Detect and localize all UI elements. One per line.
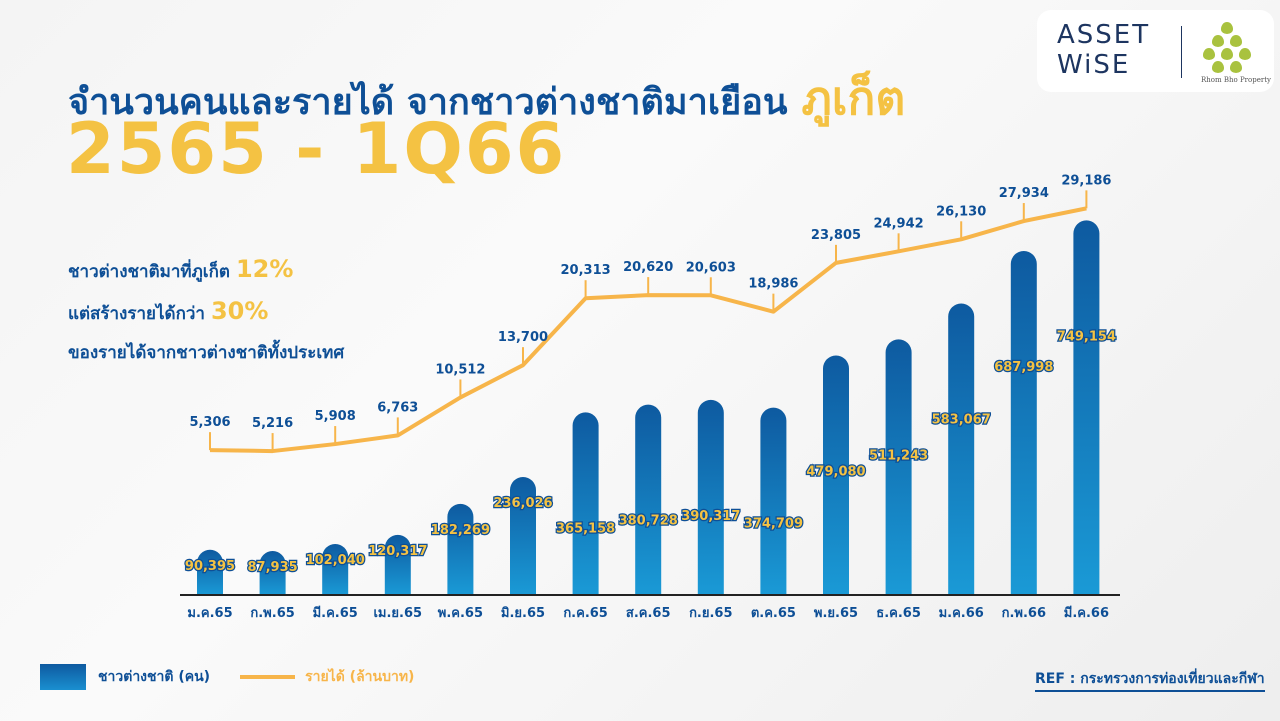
x-tick-label: มี.ค.66 [1064, 605, 1109, 621]
bar [635, 404, 662, 595]
line-value-label: 13,700 [498, 330, 548, 345]
legend-bar-swatch [40, 664, 86, 690]
partner-name: Rhom Bho Property [1201, 76, 1271, 84]
bar [259, 551, 286, 595]
line-value-label: 5,908 [315, 409, 356, 424]
x-tick-label: มิ.ย.65 [501, 606, 545, 621]
bar-value-label: 390,317 [681, 509, 740, 524]
line-value-label: 5,216 [252, 416, 293, 431]
bar [1073, 220, 1100, 595]
line-value-label: 20,620 [623, 260, 673, 275]
legend-line-label: รายได้ (ล้านบาท) [305, 669, 415, 685]
bar [510, 476, 536, 595]
title-text: จำนวนคนและรายได้ จากชาวต่างชาติมาเยือน [68, 82, 788, 123]
x-tick-label: ก.ค.65 [563, 606, 608, 621]
line-value-label: 20,313 [561, 263, 611, 278]
bar-value-label: 380,728 [619, 514, 678, 529]
line-value-label: 18,986 [748, 277, 798, 292]
legend-line-swatch [240, 675, 296, 679]
bar [697, 399, 724, 595]
legend-bars-label: ชาวต่างชาติ (คน) [98, 669, 211, 685]
bar-value-label: 687,998 [994, 360, 1053, 375]
fact-pct-1: 12% [235, 255, 294, 283]
bar-value-label: 511,243 [869, 448, 928, 463]
x-tick-label: ก.ย.65 [689, 606, 732, 621]
bar-value-label: 749,154 [1057, 329, 1116, 344]
fact-line-3: ของรายได้จากชาวต่างชาติทั้งประเทศ [68, 343, 345, 363]
logo-divider [1181, 26, 1182, 78]
x-tick-label: ก.พ.66 [1002, 606, 1046, 621]
bar [572, 412, 599, 595]
x-tick-label: ธ.ค.65 [876, 606, 921, 621]
bar-value-label: 365,158 [556, 521, 615, 536]
bar [384, 534, 411, 595]
source-reference: REF : กระทรวงการท่องเที่ยวและกีฬา [1035, 668, 1265, 692]
asset-wise-logo: ASSET WiSE [1057, 20, 1151, 80]
legend: ชาวต่างชาติ (คน) รายได้ (ล้านบาท) [40, 664, 414, 690]
bar-value-label: 102,040 [306, 553, 365, 568]
x-tick-label: มี.ค.65 [313, 605, 358, 621]
line-value-label: 26,130 [936, 204, 986, 219]
line-value-label: 27,934 [999, 186, 1049, 201]
bar-value-label: 90,395 [185, 559, 235, 574]
bar-value-label: 583,067 [932, 412, 991, 427]
bar-value-label: 120,317 [368, 544, 427, 559]
company-logo: ASSET WiSE Rhom Bho Property [1037, 10, 1274, 92]
line-value-label: 5,306 [189, 415, 230, 430]
key-facts: ชาวต่างชาติมาที่ภูเก็ต 12% แต่สร้างรายได้… [68, 250, 344, 373]
line-value-label: 23,805 [811, 228, 861, 243]
bar-value-label: 87,935 [248, 560, 298, 575]
bar [948, 303, 975, 595]
bar [823, 355, 849, 595]
bar [197, 549, 223, 595]
x-tick-label: ก.พ.65 [250, 606, 294, 621]
fact-pct-2: 30% [210, 297, 269, 325]
page-title: จำนวนคนและรายได้ จากชาวต่างชาติมาเยือน ภู… [68, 62, 905, 135]
fact-line-1: ชาวต่างชาติมาที่ภูเก็ต [68, 262, 230, 282]
title-highlight: ภูเก็ต [801, 71, 906, 125]
fact-line-2: แต่สร้างรายได้กว่า [68, 304, 205, 324]
revenue-line [209, 206, 1087, 454]
x-tick-label: พ.ย.65 [814, 606, 858, 621]
x-tick-label: ม.ค.66 [939, 606, 984, 621]
bar [1010, 251, 1037, 595]
line-value-label: 29,186 [1061, 173, 1111, 188]
bar [885, 339, 912, 595]
x-tick-label: ต.ค.65 [751, 606, 796, 621]
bar-value-label: 182,269 [431, 523, 490, 538]
x-tick-label: เม.ย.65 [373, 606, 422, 621]
bar-value-label: 236,026 [493, 496, 552, 511]
x-tick-label: พ.ค.65 [438, 606, 483, 621]
bar-value-label: 479,080 [806, 464, 865, 479]
bar-value-label: 374,709 [744, 517, 803, 532]
bar [760, 407, 787, 595]
x-tick-label: ม.ค.65 [187, 606, 232, 621]
bar [322, 543, 349, 595]
line-value-label: 24,942 [874, 216, 924, 231]
x-tick-label: ส.ค.65 [626, 606, 671, 621]
line-value-label: 10,512 [435, 362, 485, 377]
bar [447, 503, 474, 595]
period-title: 2565 - 1Q66 [66, 108, 567, 190]
line-value-label: 6,763 [377, 400, 418, 415]
line-value-label: 20,603 [686, 260, 736, 275]
